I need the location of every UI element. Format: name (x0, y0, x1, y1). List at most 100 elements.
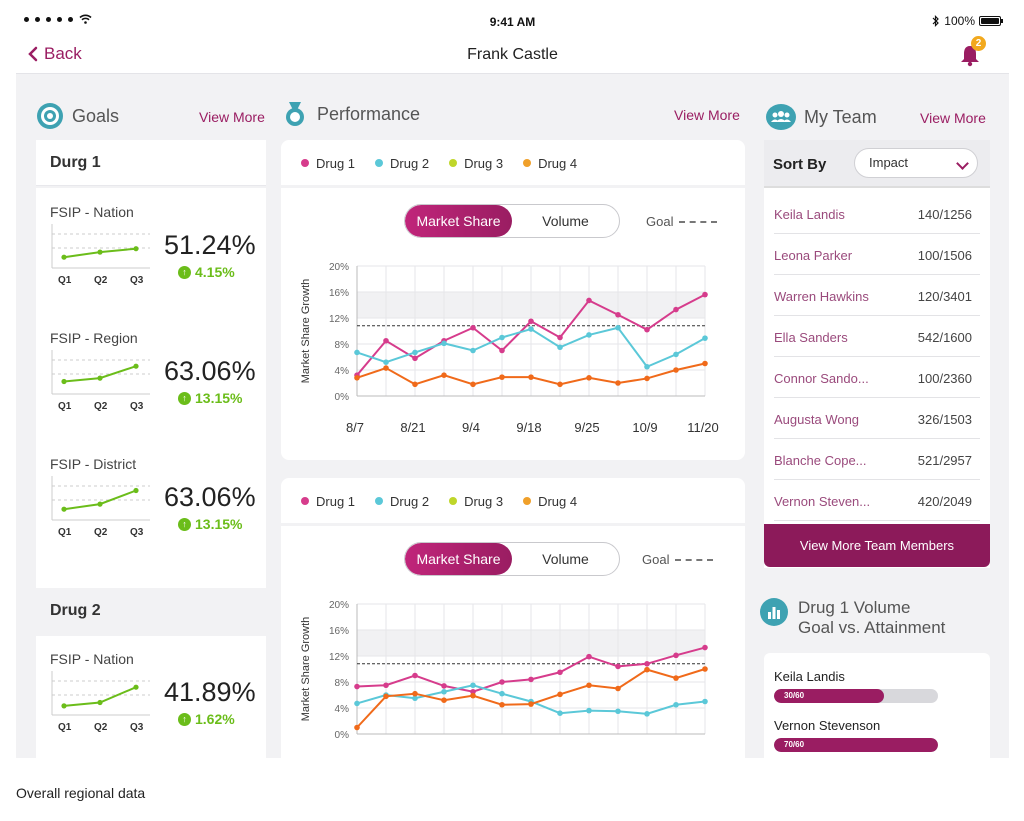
team-member-row[interactable]: Vernon Steven... 420/2049 (774, 481, 980, 521)
team-member-row[interactable]: Augusta Wong 326/1503 (774, 399, 980, 439)
sort-select[interactable]: Impact (854, 148, 978, 178)
sparkline-x-label: Q2 (94, 722, 108, 733)
team-member-score: 521/2957 (917, 453, 972, 468)
series-point (615, 324, 621, 331)
status-time: 9:41 AM (489, 15, 536, 29)
series-point (702, 335, 708, 341)
team-member-score: 542/1600 (917, 330, 972, 345)
y-tick-label: 12% (329, 314, 349, 325)
series-point (528, 326, 534, 332)
goal-sparkline: Q1 Q2 Q3 (51, 671, 150, 733)
legend-dot (523, 497, 532, 505)
legend-item[interactable]: Drug 3 (449, 156, 503, 171)
series-point (499, 347, 505, 354)
y-tick-label: 20% (329, 600, 349, 611)
goal-item: FSIP - District Q1 Q2 Q3 63.06% ↑ 13.15% (36, 456, 266, 582)
sparkline-x-label: Q3 (130, 401, 144, 412)
legend-item[interactable]: Drug 3 (449, 494, 503, 509)
legend-item[interactable]: Drug 2 (375, 494, 429, 509)
series-point (673, 351, 679, 358)
goal-key: Goal (646, 214, 718, 229)
series-point (557, 669, 563, 676)
legend-item[interactable]: Drug 4 (523, 494, 577, 509)
series-point (673, 367, 679, 373)
series-point (557, 381, 563, 388)
team-member-row[interactable]: Keila Landis 140/1256 (774, 194, 980, 234)
y-tick-label: 4% (335, 366, 350, 377)
team-member-name: Augusta Wong (774, 412, 860, 427)
sparkline-point (97, 375, 103, 381)
sparkline-x-label: Q3 (130, 527, 144, 538)
arrow-up-icon: ↑ (178, 712, 191, 726)
series-point (412, 381, 418, 388)
series-point (702, 666, 708, 672)
series-point (702, 360, 708, 367)
goal-key: Goal (642, 552, 714, 567)
legend-item[interactable]: Drug 1 (301, 156, 355, 171)
series-point (528, 676, 534, 683)
goal-item: FSIP - Nation Q1 Q2 Q3 41.89% ↑ 1.62% (36, 651, 266, 758)
goal-label: FSIP - Nation (50, 651, 134, 667)
goals-view-more-link[interactable]: View More (199, 109, 265, 125)
performance-view-more-link[interactable]: View More (674, 107, 740, 123)
view-more-team-members-button[interactable]: View More Team Members (764, 524, 990, 567)
team-member-row[interactable]: Ella Sanders 542/1600 (774, 317, 980, 357)
sparkline-x-label: Q1 (58, 722, 72, 733)
legend-item[interactable]: Drug 4 (523, 156, 577, 171)
series-point (470, 692, 476, 699)
series-point (499, 334, 505, 341)
market-share-toggle[interactable]: Market Share (405, 543, 512, 575)
series-point (557, 691, 563, 698)
goal-delta-value: 1.62% (195, 711, 235, 727)
metric-toggle[interactable]: Market Share Volume (404, 204, 620, 238)
battery-percent: 100% (944, 14, 975, 28)
series-point (383, 693, 389, 700)
series-point (528, 374, 534, 380)
volume-row-name: Keila Landis (774, 669, 845, 684)
x-tick-label: 9/4 (462, 420, 480, 435)
team-member-name: Vernon Steven... (774, 494, 871, 509)
team-view-more-link[interactable]: View More (920, 110, 986, 126)
medal-icon (286, 102, 304, 126)
y-tick-label: 4% (335, 704, 350, 715)
goal-delta-value: 13.15% (195, 390, 243, 406)
volume-heading: Drug 1 Volume Goal vs. Attainment (760, 598, 945, 638)
team-member-row[interactable]: Warren Hawkins 120/3401 (774, 276, 980, 316)
goal-key-label: Goal (642, 552, 670, 567)
series-point (499, 374, 505, 380)
chevron-down-icon (956, 157, 969, 170)
back-button[interactable]: Back (28, 44, 82, 64)
series-point (383, 359, 389, 365)
market-share-toggle[interactable]: Market Share (405, 205, 512, 237)
sparkline-point (133, 684, 139, 690)
series-point (615, 380, 621, 386)
legend-label: Drug 4 (538, 155, 578, 171)
series-point (586, 332, 592, 338)
legend-item[interactable]: Drug 1 (301, 494, 355, 509)
series-point (673, 306, 679, 313)
volume-title: Drug 1 Volume (798, 598, 911, 617)
metric-toggle[interactable]: Market Share Volume (404, 542, 620, 576)
legend-label: Drug 1 (316, 493, 356, 509)
series-point (586, 682, 592, 689)
sparkline-x-label: Q1 (58, 275, 72, 286)
team-member-row[interactable]: Blanche Cope... 521/2957 (774, 440, 980, 480)
volume-toggle[interactable]: Volume (542, 213, 589, 229)
legend-label: Drug 2 (390, 493, 430, 509)
y-tick-label: 8% (335, 678, 350, 689)
legend-item[interactable]: Drug 2 (375, 156, 429, 171)
team-member-row[interactable]: Leona Parker 100/1506 (774, 235, 980, 275)
series-point (615, 708, 621, 715)
series-point (354, 375, 360, 381)
volume-progress-fill: 70/60 (774, 738, 938, 752)
series-point (470, 347, 476, 354)
volume-toggle[interactable]: Volume (542, 551, 589, 567)
goal-label: FSIP - Region (50, 330, 138, 346)
series-point (644, 326, 650, 333)
team-member-row[interactable]: Connor Sando... 100/2360 (774, 358, 980, 398)
series-point (615, 663, 621, 670)
sparkline-point (97, 249, 103, 255)
bar-chart-icon (760, 598, 788, 626)
x-tick-label: 9/25 (574, 420, 599, 435)
goal-delta: ↑ 13.15% (178, 390, 242, 406)
